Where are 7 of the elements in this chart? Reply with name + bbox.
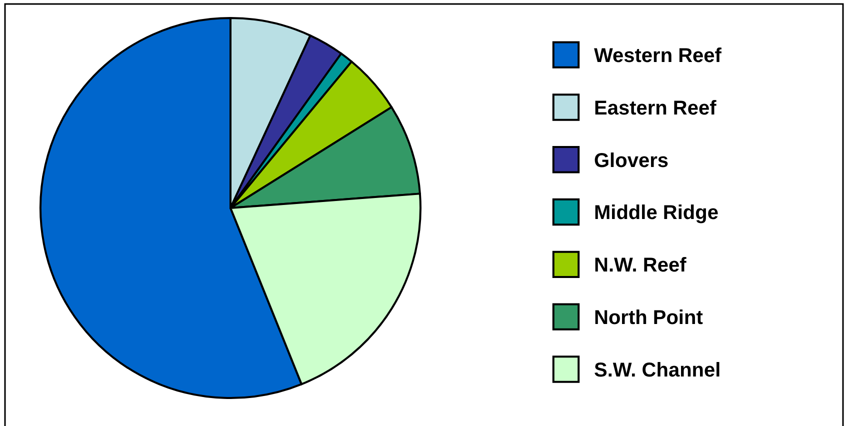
- legend-label: S.W. Channel: [594, 359, 721, 382]
- legend-label: N.W. Reef: [594, 254, 687, 277]
- legend-label: Middle Ridge: [594, 202, 718, 224]
- legend-label: North Point: [594, 307, 704, 330]
- legend-label: Glovers: [594, 150, 668, 172]
- legend-label: Eastern Reef: [594, 97, 717, 120]
- legend-label: Western Reef: [594, 45, 722, 68]
